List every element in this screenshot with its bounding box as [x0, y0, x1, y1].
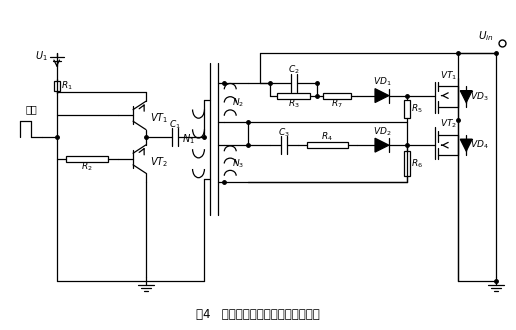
Text: $R_2$: $R_2$: [82, 161, 93, 173]
Text: $VD_1$: $VD_1$: [373, 76, 391, 88]
Text: $R_7$: $R_7$: [331, 97, 343, 110]
Text: $N_3$: $N_3$: [232, 157, 244, 170]
Text: 图4   新型的不对称半桥隔离驱动电路: 图4 新型的不对称半桥隔离驱动电路: [196, 308, 320, 321]
Text: $VT_2$: $VT_2$: [150, 155, 168, 169]
Text: $C_3$: $C_3$: [278, 126, 289, 139]
Text: 脉冲: 脉冲: [25, 104, 37, 115]
Bar: [404, 100, 410, 118]
Text: $VD_3$: $VD_3$: [470, 90, 489, 103]
Text: $R_6$: $R_6$: [411, 157, 423, 170]
Bar: [324, 93, 351, 99]
Text: $N_2$: $N_2$: [232, 96, 244, 109]
Polygon shape: [460, 139, 472, 151]
Polygon shape: [375, 138, 389, 152]
Bar: [277, 93, 310, 99]
Text: $R_5$: $R_5$: [411, 103, 423, 115]
Text: $N_1$: $N_1$: [182, 132, 195, 146]
Text: $R_1$: $R_1$: [61, 80, 73, 92]
Text: $C_2$: $C_2$: [288, 64, 300, 76]
Bar: [404, 151, 410, 176]
Text: $VT_1$: $VT_1$: [150, 111, 168, 125]
Text: $R_3$: $R_3$: [288, 97, 300, 110]
Text: $VD_4$: $VD_4$: [470, 139, 489, 151]
Bar: [307, 142, 348, 148]
Bar: [54, 81, 60, 90]
Text: $R_4$: $R_4$: [321, 131, 333, 144]
Text: $U_{in}$: $U_{in}$: [478, 29, 494, 43]
Text: $VD_2$: $VD_2$: [373, 125, 391, 138]
Polygon shape: [375, 89, 389, 103]
Text: $U_1$: $U_1$: [35, 49, 48, 63]
Bar: [66, 156, 108, 162]
Text: $VT_2$: $VT_2$: [441, 117, 458, 130]
Text: $VT_1$: $VT_1$: [441, 70, 458, 82]
Text: $C_1$: $C_1$: [169, 118, 181, 131]
Polygon shape: [460, 91, 472, 103]
